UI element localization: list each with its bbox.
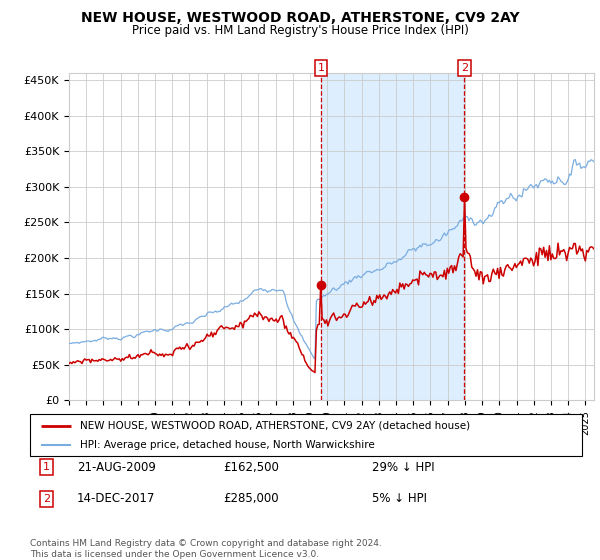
Text: 1: 1 xyxy=(43,462,50,472)
Text: 5% ↓ HPI: 5% ↓ HPI xyxy=(372,492,427,505)
Text: Price paid vs. HM Land Registry's House Price Index (HPI): Price paid vs. HM Land Registry's House … xyxy=(131,24,469,37)
Text: 29% ↓ HPI: 29% ↓ HPI xyxy=(372,461,435,474)
Text: £285,000: £285,000 xyxy=(223,492,279,505)
Text: 21-AUG-2009: 21-AUG-2009 xyxy=(77,461,156,474)
Text: NEW HOUSE, WESTWOOD ROAD, ATHERSTONE, CV9 2AY: NEW HOUSE, WESTWOOD ROAD, ATHERSTONE, CV… xyxy=(80,11,520,25)
FancyBboxPatch shape xyxy=(30,414,582,456)
Text: £162,500: £162,500 xyxy=(223,461,279,474)
Text: HPI: Average price, detached house, North Warwickshire: HPI: Average price, detached house, Nort… xyxy=(80,440,374,450)
Bar xyxy=(321,73,464,400)
Text: 1: 1 xyxy=(317,63,325,73)
Text: Contains HM Land Registry data © Crown copyright and database right 2024.
This d: Contains HM Land Registry data © Crown c… xyxy=(30,539,382,559)
Text: 2: 2 xyxy=(43,494,50,504)
Text: 14-DEC-2017: 14-DEC-2017 xyxy=(77,492,155,505)
Text: NEW HOUSE, WESTWOOD ROAD, ATHERSTONE, CV9 2AY (detached house): NEW HOUSE, WESTWOOD ROAD, ATHERSTONE, CV… xyxy=(80,421,470,431)
Text: 2: 2 xyxy=(461,63,468,73)
